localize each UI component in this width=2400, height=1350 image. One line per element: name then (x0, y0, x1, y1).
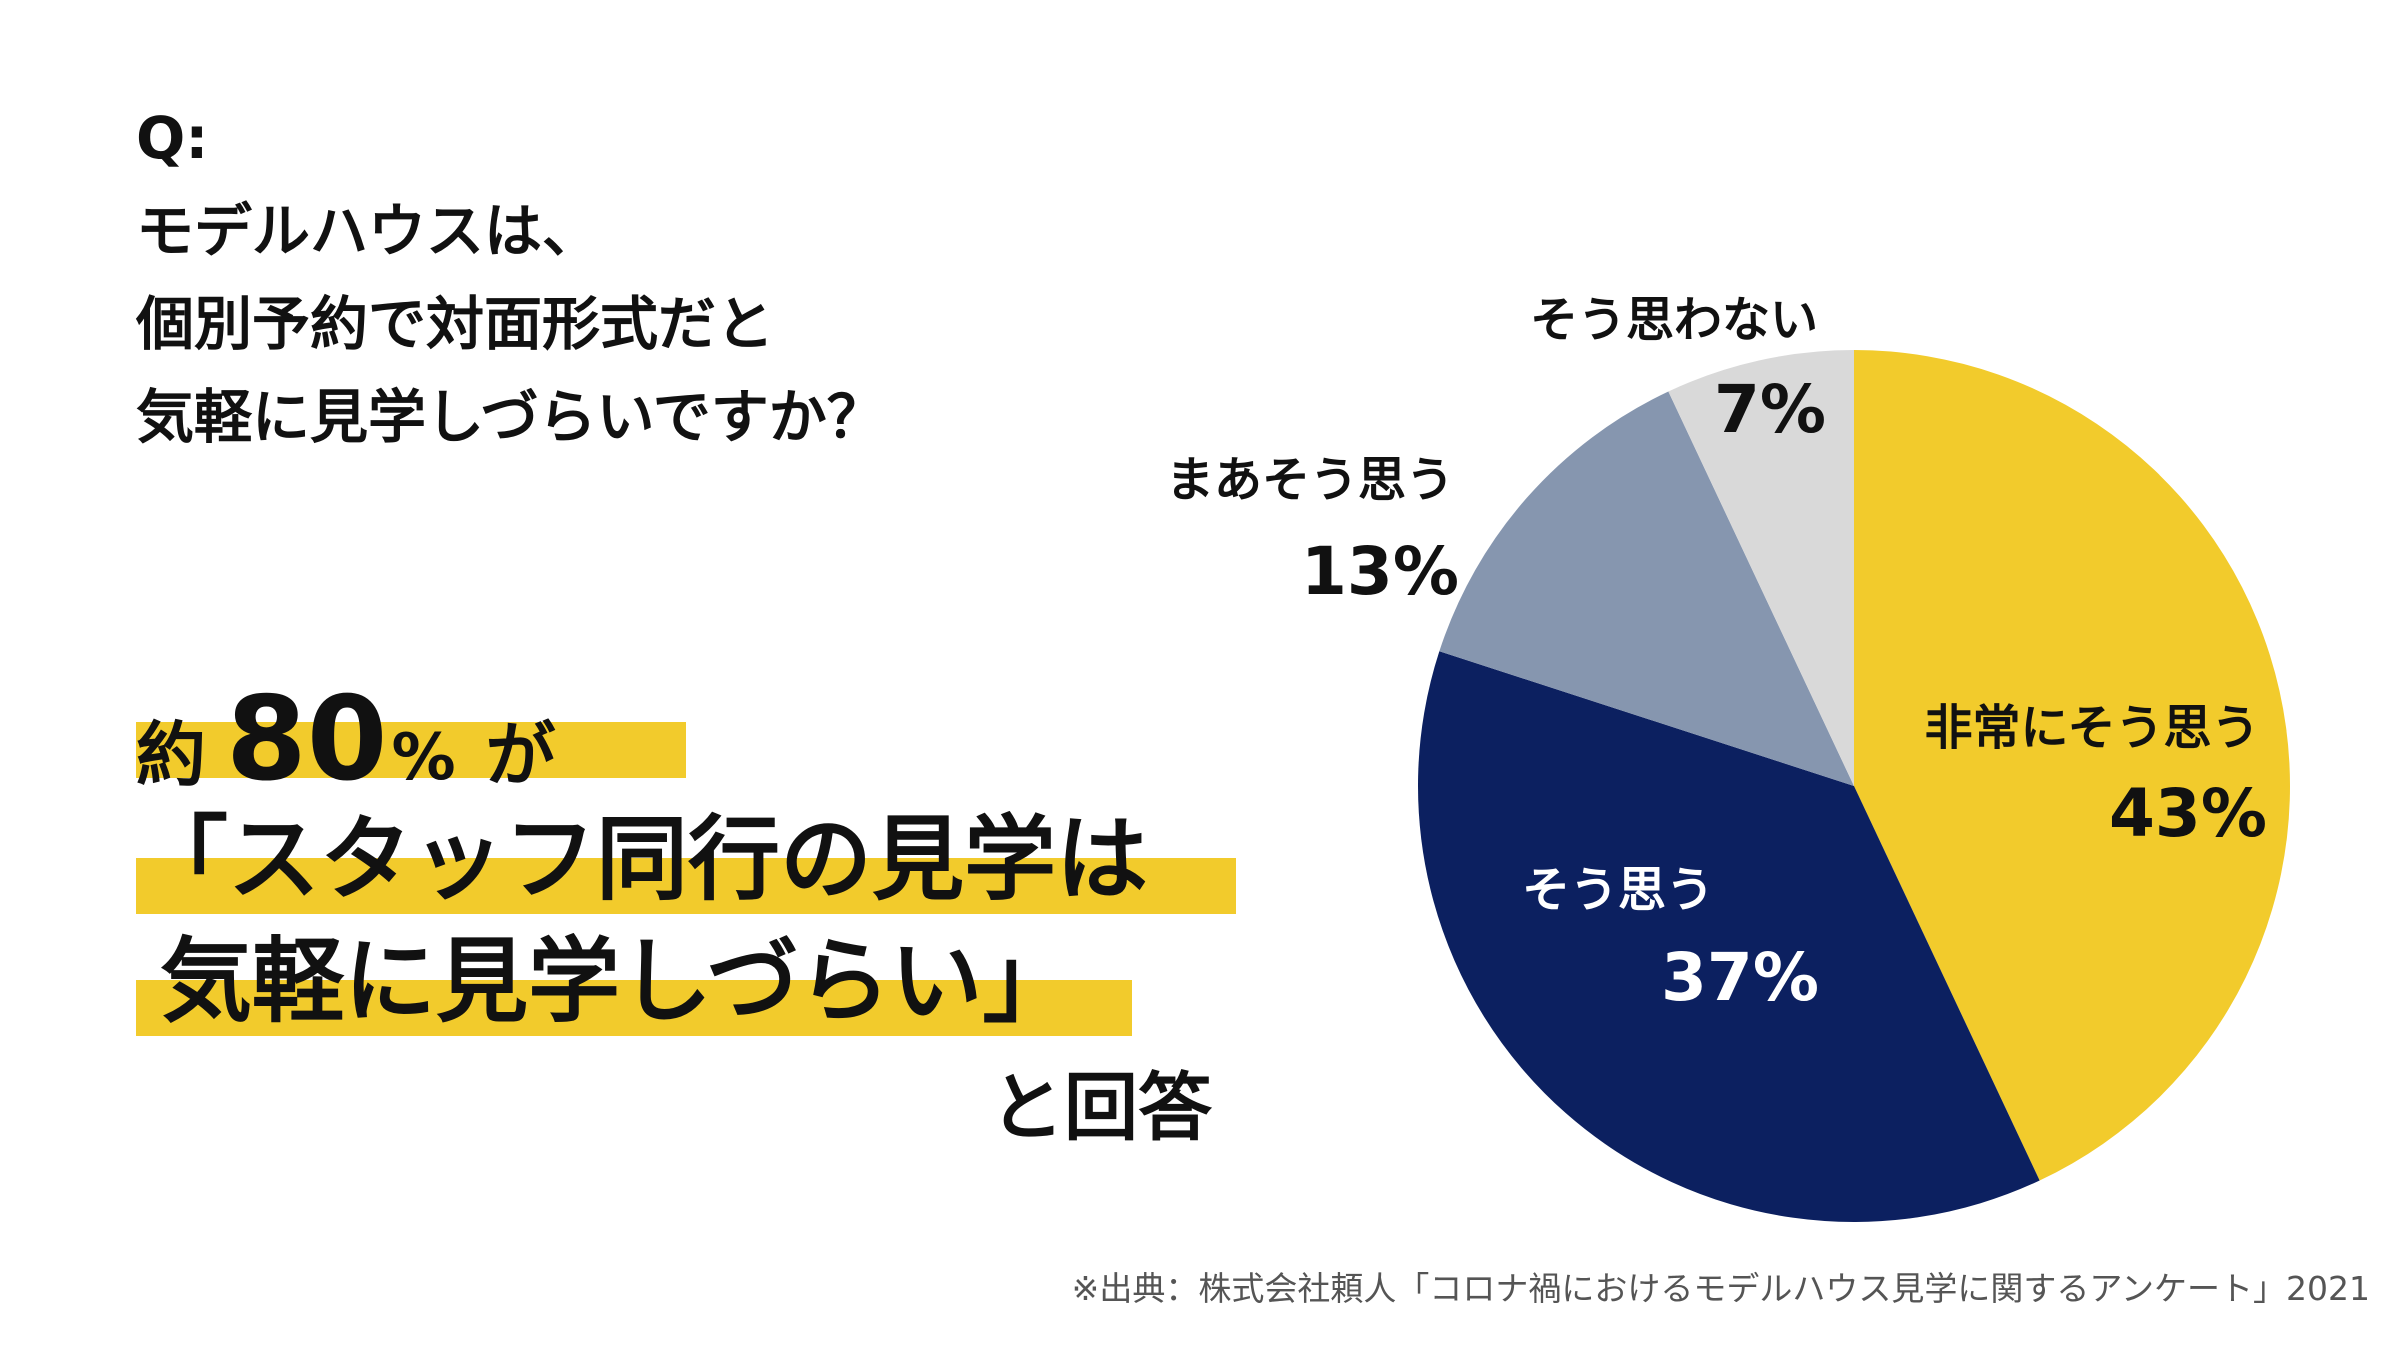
answer-line-3: 気軽に見学しづらい」 (160, 928, 1075, 1035)
question-line-2: 個別予約で対面形式だと (136, 290, 775, 358)
question-block: Q: モデルハウスは、 個別予約で対面形式だと 気軽に見学しづらいですか？ (136, 92, 1036, 464)
highlight-bar-1 (136, 722, 686, 778)
question-prefix: Q: (136, 104, 209, 172)
label-agree: そう思う (1522, 862, 1714, 918)
source-note: ※出典：株式会社頼人「コロナ禍におけるモデルハウス見学に関するアンケート」202… (1071, 1269, 2370, 1308)
answer-line-2: 「スタッフ同行の見学は (136, 806, 1149, 913)
label-disagree: そう思わない (1530, 292, 1818, 348)
value-disagree: 7% (1714, 371, 1826, 448)
slice-agree (1417, 651, 2040, 1223)
answer-line-1: 約 80 % が (136, 672, 556, 807)
answer-prefix: 約 (136, 714, 206, 796)
pie-slices (1417, 350, 2290, 1223)
value-somewhat-agree: 13% (1301, 533, 1459, 610)
label-somewhat-agree: まあそう思う (1166, 452, 1454, 508)
slice-somewhat-agree (1439, 391, 1854, 786)
slice-disagree (1668, 350, 1854, 786)
value-agree: 37% (1661, 939, 1819, 1016)
highlight-bar-2 (136, 858, 1236, 914)
question-line-1: モデルハウスは、 (136, 197, 601, 265)
answer-percent-number: 80 (226, 672, 388, 807)
value-very-agree: 43% (2109, 775, 2267, 852)
slice-very-agree (1854, 350, 2290, 1181)
answer-percent-sign: % (391, 721, 456, 795)
answer-line-4: と回答 (990, 1065, 1212, 1151)
label-very-agree: 非常にそう思う (1924, 700, 2259, 756)
highlight-bar-3 (136, 980, 1132, 1036)
question-line-3: 気軽に見学しづらいですか？ (136, 383, 885, 451)
answer-particle: が (485, 714, 556, 796)
